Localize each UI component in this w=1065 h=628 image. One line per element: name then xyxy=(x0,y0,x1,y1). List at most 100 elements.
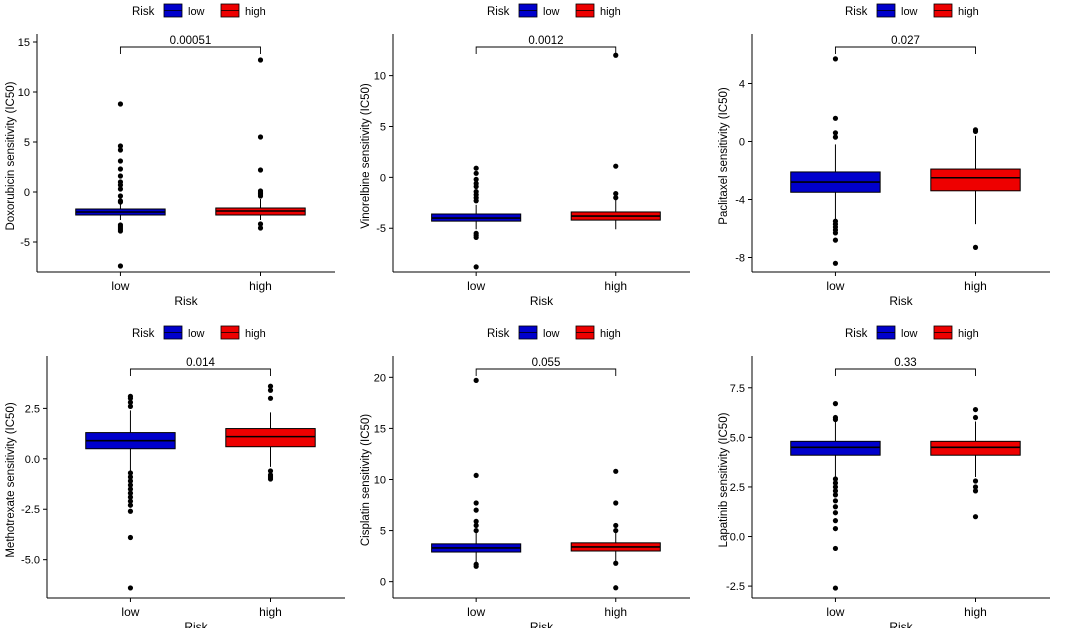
outlier-point xyxy=(832,260,839,266)
legend-title: Risk xyxy=(845,6,868,18)
outlier-point xyxy=(127,486,134,492)
outlier-point xyxy=(473,170,479,176)
outlier-point xyxy=(117,228,124,234)
outlier-point xyxy=(127,498,134,504)
y-tick-label: 0 xyxy=(380,577,386,589)
y-tick-label: 5 xyxy=(380,526,386,538)
legend-label-low: low xyxy=(543,328,560,340)
box-high xyxy=(930,406,1021,520)
outlier-point xyxy=(257,167,264,173)
outlier-point xyxy=(832,585,839,591)
x-axis-title: Risk xyxy=(530,620,554,628)
y-tick-label: 20 xyxy=(374,372,386,384)
x-tick-label-low: low xyxy=(826,279,844,293)
outlier-point xyxy=(832,134,839,140)
legend-label-high: high xyxy=(245,6,266,18)
y-tick-label: 5 xyxy=(24,137,30,149)
y-tick-label: 0.0 xyxy=(25,454,40,466)
box-high xyxy=(570,468,661,591)
outlier-point xyxy=(267,476,274,482)
outlier-point xyxy=(127,494,134,500)
box-low xyxy=(85,393,176,591)
outlier-point xyxy=(613,500,619,506)
pvalue-label: 0.00051 xyxy=(170,35,212,47)
legend: Risk low high xyxy=(845,3,979,18)
y-tick-label: -5 xyxy=(20,237,30,249)
pvalue-label: 0.014 xyxy=(186,357,215,369)
outlier-point xyxy=(613,560,619,566)
pvalue-bracket xyxy=(834,46,976,54)
outlier-point xyxy=(267,395,274,401)
box-body xyxy=(930,440,1021,456)
y-tick-label: 10 xyxy=(18,87,30,99)
box-low xyxy=(790,401,881,591)
y-tick-label: 4 xyxy=(739,79,745,91)
x-tick-label-high: high xyxy=(259,605,282,619)
y-tick-label: 7.5 xyxy=(730,383,745,395)
outlier-point xyxy=(267,387,274,393)
outlier-point xyxy=(267,383,274,389)
x-tick-label-high: high xyxy=(964,279,987,293)
outlier-point xyxy=(972,406,979,413)
outlier-point xyxy=(473,563,479,569)
outlier-point xyxy=(613,468,619,474)
legend: Risk low high xyxy=(132,3,266,18)
x-axis-title: Risk xyxy=(889,294,913,308)
box-body xyxy=(790,440,881,456)
outlier-point xyxy=(832,525,839,532)
outlier-point xyxy=(832,504,839,510)
outlier-point xyxy=(117,143,124,149)
outlier-point xyxy=(832,130,839,136)
pvalue-bracket xyxy=(475,368,617,376)
outlier-point xyxy=(473,500,479,506)
outlier-point xyxy=(127,399,134,405)
legend-title: Risk xyxy=(487,6,510,18)
outlier-point xyxy=(127,482,134,488)
pvalue-bracket xyxy=(475,46,617,54)
pvalue-bracket xyxy=(119,46,261,54)
outlier-point xyxy=(972,414,979,421)
outlier-point xyxy=(473,264,479,270)
outlier-point xyxy=(127,478,134,484)
outlier-point xyxy=(267,468,274,474)
outlier-point xyxy=(832,545,839,552)
outlier-point xyxy=(613,195,619,201)
legend-label-low: low xyxy=(543,6,560,18)
legend-title: Risk xyxy=(845,328,868,340)
outlier-point xyxy=(613,585,619,591)
box-body xyxy=(930,168,1021,192)
outlier-point xyxy=(972,488,979,494)
outlier-point xyxy=(117,147,124,153)
outlier-point xyxy=(127,490,134,496)
outlier-point xyxy=(473,522,479,529)
box-low xyxy=(431,165,522,270)
y-tick-label: -5.0 xyxy=(21,555,40,567)
outlier-point xyxy=(832,237,839,243)
x-axis-title: Risk xyxy=(889,620,913,628)
outlier-point xyxy=(117,166,124,172)
x-tick-label-high: high xyxy=(964,605,987,619)
legend: Risk low high xyxy=(132,325,266,340)
outlier-point xyxy=(832,401,839,407)
outlier-point xyxy=(117,263,124,269)
box-low xyxy=(431,377,522,569)
outlier-point xyxy=(127,474,134,480)
box-high xyxy=(570,52,661,230)
outlier-point xyxy=(832,115,839,121)
outlier-point xyxy=(257,57,264,63)
y-tick-label: 5 xyxy=(380,121,386,133)
y-tick-label: 0 xyxy=(739,137,745,149)
legend-label-low: low xyxy=(901,328,918,340)
pvalue-bracket xyxy=(129,368,271,376)
outlier-point xyxy=(613,527,619,534)
box-low xyxy=(75,101,166,269)
y-tick-label: 2.5 xyxy=(730,482,745,494)
x-axis-title: Risk xyxy=(530,294,554,308)
y-tick-label: 2.5 xyxy=(25,403,40,415)
outlier-point xyxy=(127,508,134,514)
outlier-point xyxy=(473,518,479,524)
outlier-point xyxy=(257,225,264,231)
x-tick-label-low: low xyxy=(826,605,844,619)
outlier-point xyxy=(127,502,134,508)
